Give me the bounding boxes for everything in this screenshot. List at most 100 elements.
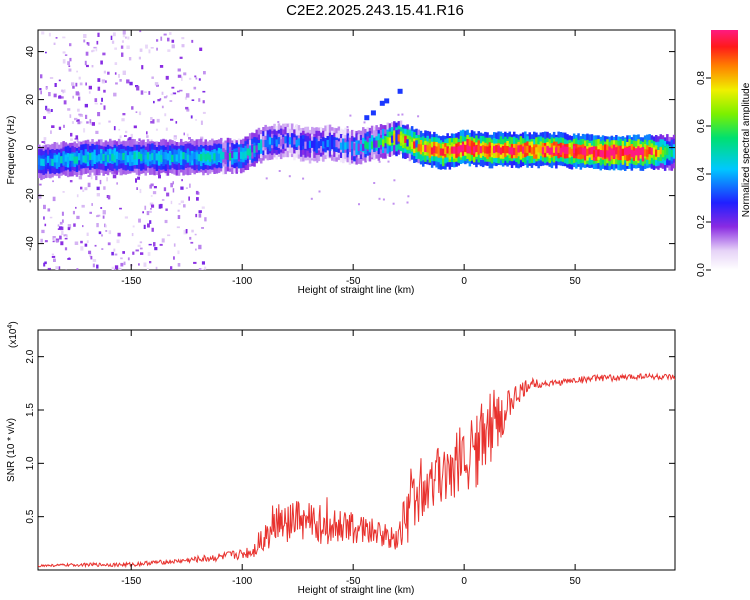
noise-speck: [101, 97, 103, 102]
noise-speck: [62, 59, 66, 64]
noise-speck: [107, 242, 111, 246]
noise-speck: [120, 45, 124, 49]
ridge-cell: [672, 148, 675, 156]
noise-speck: [100, 207, 103, 209]
x-tick-label: -150: [121, 576, 141, 587]
noise-speck: [159, 98, 162, 101]
noise-speck: [177, 74, 182, 78]
noise-speck: [69, 43, 72, 47]
noise-speck: [172, 92, 177, 95]
noise-speck: [170, 93, 174, 96]
ridge-cell: [473, 146, 476, 154]
ridge-cell: [342, 142, 345, 150]
noise-speck: [140, 252, 144, 255]
noise-speck: [113, 126, 116, 131]
noise-speck: [85, 82, 87, 86]
noise-speck: [120, 262, 124, 267]
noise-speck: [102, 52, 106, 56]
noise-speck: [146, 211, 150, 216]
ridge-cell: [135, 152, 139, 160]
ridge-cell: [42, 158, 45, 167]
ridge-cell: [370, 141, 374, 149]
noise-speck: [170, 266, 173, 270]
noise-speck: [58, 266, 61, 270]
noise-speck: [406, 201, 409, 204]
noise-speck: [193, 86, 197, 90]
ridge-cell: [652, 147, 656, 155]
noise-speck: [76, 215, 80, 220]
noise-speck: [150, 208, 152, 210]
ridge-cell: [317, 141, 321, 149]
noise-speck: [146, 135, 149, 138]
noise-speck: [138, 111, 142, 116]
noise-speck: [116, 182, 118, 185]
noise-speck: [114, 47, 117, 50]
noise-speck: [125, 36, 127, 39]
noise-speck: [98, 122, 101, 125]
noise-speck: [96, 40, 99, 45]
noise-speck: [43, 216, 45, 220]
noise-speck: [150, 117, 153, 120]
ridge-cell: [288, 137, 292, 145]
ridge-cell: [115, 151, 119, 160]
ridge-cell: [535, 147, 538, 155]
noise-speck: [49, 216, 53, 219]
noise-speck: [75, 135, 79, 140]
noise-speck: [151, 76, 154, 79]
ridge-cell: [417, 144, 420, 152]
noise-speck: [88, 85, 92, 90]
ridge-cell: [477, 145, 480, 153]
ridge-cell: [559, 147, 563, 155]
noise-speck: [79, 82, 83, 86]
noise-speck: [118, 267, 122, 270]
noise-speck: [318, 190, 321, 193]
noise-speck: [316, 160, 319, 163]
noise-speck: [137, 244, 141, 247]
ridge-cell: [262, 139, 265, 148]
x-tick-label: -150: [121, 276, 141, 287]
ridge-cell: [461, 143, 465, 152]
noise-speck: [160, 36, 163, 41]
ridge-cell: [344, 142, 347, 150]
y-tick-label: 20: [25, 94, 36, 106]
noise-speck: [132, 251, 135, 255]
ridge-cell: [561, 145, 565, 153]
noise-speck: [84, 60, 87, 66]
noise-speck: [122, 32, 126, 38]
noise-speck: [118, 74, 120, 78]
noise-speck: [51, 253, 54, 256]
noise-speck: [138, 218, 141, 223]
ridge-cell: [78, 153, 81, 161]
ridge-cell: [319, 138, 323, 146]
ridge-cell: [277, 137, 281, 145]
noise-speck: [195, 190, 199, 195]
noise-speck: [201, 227, 204, 229]
noise-speck: [127, 257, 130, 261]
noise-speck: [108, 230, 112, 235]
noise-speck: [153, 242, 156, 247]
ridge-cell: [335, 140, 338, 148]
noise-speck: [201, 268, 204, 270]
ridge-cell: [226, 152, 230, 160]
ridge-cell: [266, 139, 270, 148]
ridge-cell: [450, 146, 454, 154]
noise-speck: [204, 217, 207, 222]
noise-speck: [74, 138, 77, 140]
ridge-cell: [586, 148, 589, 156]
ridge-cell: [493, 145, 496, 154]
noise-speck: [144, 91, 147, 93]
noise-speck: [171, 86, 175, 89]
ridge-cell: [448, 148, 452, 156]
noise-speck: [150, 120, 154, 124]
ridge-cell: [455, 147, 458, 155]
noise-speck: [100, 60, 103, 65]
noise-speck: [156, 84, 159, 87]
ridge-cell: [597, 149, 600, 157]
noise-speck: [183, 72, 187, 76]
x-tick-label: 50: [570, 576, 582, 587]
noise-speck: [183, 204, 186, 208]
noise-speck: [200, 136, 204, 140]
ridge-cell: [608, 147, 611, 155]
noise-speck: [154, 82, 159, 86]
noise-speck: [104, 223, 106, 228]
